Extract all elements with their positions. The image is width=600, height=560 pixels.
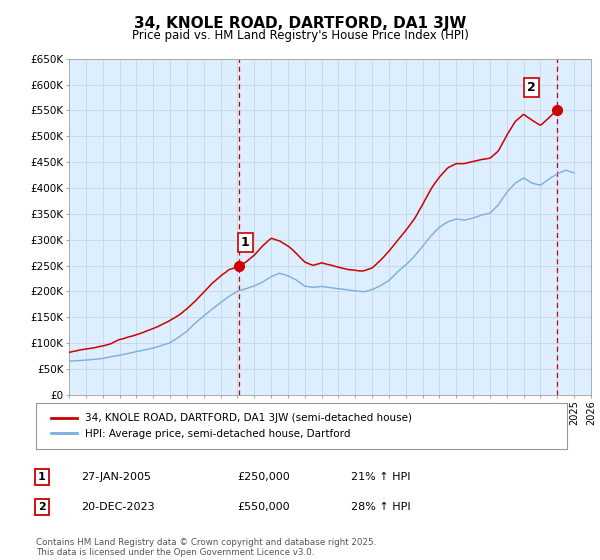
Text: Contains HM Land Registry data © Crown copyright and database right 2025.
This d: Contains HM Land Registry data © Crown c…	[36, 538, 376, 557]
Text: 27-JAN-2005: 27-JAN-2005	[81, 472, 151, 482]
Text: £550,000: £550,000	[237, 502, 290, 512]
Text: 1: 1	[241, 236, 250, 249]
Legend: 34, KNOLE ROAD, DARTFORD, DA1 3JW (semi-detached house), HPI: Average price, sem: 34, KNOLE ROAD, DARTFORD, DA1 3JW (semi-…	[47, 409, 416, 443]
Text: 21% ↑ HPI: 21% ↑ HPI	[351, 472, 410, 482]
Text: 1: 1	[38, 472, 46, 482]
Text: 34, KNOLE ROAD, DARTFORD, DA1 3JW: 34, KNOLE ROAD, DARTFORD, DA1 3JW	[134, 16, 466, 31]
Text: 20-DEC-2023: 20-DEC-2023	[81, 502, 155, 512]
Text: 2: 2	[38, 502, 46, 512]
Text: 2: 2	[527, 81, 536, 94]
Text: 28% ↑ HPI: 28% ↑ HPI	[351, 502, 410, 512]
Text: £250,000: £250,000	[237, 472, 290, 482]
Text: Price paid vs. HM Land Registry's House Price Index (HPI): Price paid vs. HM Land Registry's House …	[131, 29, 469, 42]
